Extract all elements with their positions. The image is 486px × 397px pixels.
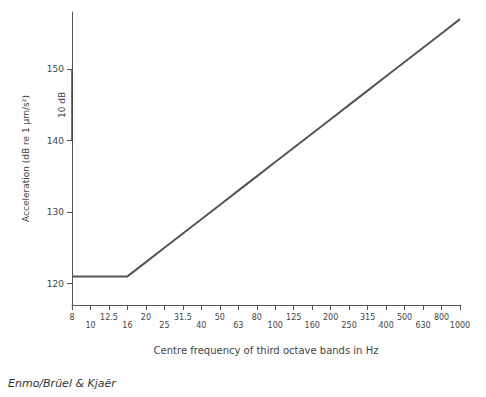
- svg-text:500: 500: [397, 313, 412, 322]
- svg-text:315: 315: [360, 313, 375, 322]
- svg-text:800: 800: [434, 313, 449, 322]
- svg-text:8: 8: [69, 313, 74, 322]
- svg-text:31.5: 31.5: [174, 313, 192, 322]
- svg-text:Enmo/Brüel & Kjaër: Enmo/Brüel & Kjaër: [8, 377, 117, 390]
- svg-text:250: 250: [342, 321, 357, 330]
- svg-text:40: 40: [196, 321, 206, 330]
- svg-text:200: 200: [323, 313, 338, 322]
- svg-text:130: 130: [47, 207, 64, 217]
- svg-text:16: 16: [122, 321, 132, 330]
- svg-text:25: 25: [159, 321, 169, 330]
- svg-text:400: 400: [378, 321, 393, 330]
- svg-text:10: 10: [85, 321, 95, 330]
- svg-text:50: 50: [215, 313, 225, 322]
- svg-text:120: 120: [47, 279, 64, 289]
- svg-text:Acceleration (dB re 1 µm/s²): Acceleration (dB re 1 µm/s²): [21, 95, 31, 222]
- svg-text:10 dB: 10 dB: [57, 92, 67, 118]
- svg-text:150: 150: [47, 64, 64, 74]
- svg-text:125: 125: [286, 313, 301, 322]
- svg-text:100: 100: [268, 321, 283, 330]
- svg-text:12.5: 12.5: [100, 313, 118, 322]
- svg-text:160: 160: [305, 321, 320, 330]
- svg-text:1000: 1000: [450, 321, 470, 330]
- svg-text:Centre frequency of third octa: Centre frequency of third octave bands i…: [154, 345, 379, 356]
- svg-text:80: 80: [252, 313, 262, 322]
- svg-text:63: 63: [233, 321, 243, 330]
- svg-text:140: 140: [47, 136, 64, 146]
- svg-text:20: 20: [141, 313, 151, 322]
- svg-text:630: 630: [415, 321, 430, 330]
